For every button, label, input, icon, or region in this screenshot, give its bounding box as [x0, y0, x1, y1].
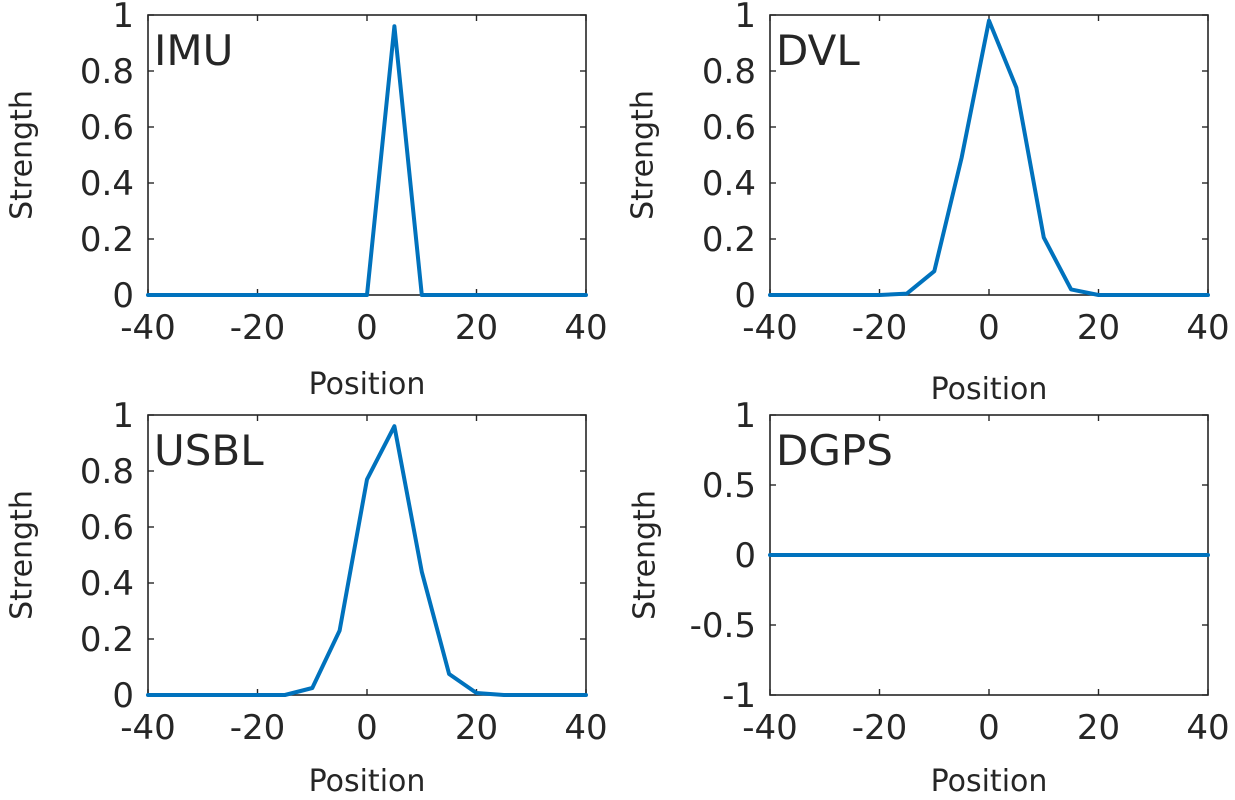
y-tick-label: -0.5	[690, 606, 756, 646]
panel-label: USBL	[154, 426, 264, 475]
chart-panel-imu: -40 -20 0 20 40 0 0.2 0.4 0.6 0.8 1 Position Strengt…	[5, 0, 608, 402]
y-tick-label: 1	[734, 396, 756, 436]
x-tick-label: -40	[742, 308, 798, 348]
series-line-imu	[146, 24, 588, 297]
panel-label: DVL	[776, 26, 860, 75]
x-tick-label: -40	[120, 708, 176, 748]
panel-label: IMU	[154, 26, 233, 75]
y-tick-label: 0	[112, 276, 134, 316]
y-tick-label: 0.4	[80, 164, 134, 204]
y-tick-label: 0.6	[80, 108, 134, 148]
y-tick-label: 1	[112, 396, 134, 436]
x-tick-label: 20	[1077, 708, 1120, 748]
y-tick-label: 0.2	[80, 220, 134, 260]
x-tick-label: -40	[742, 708, 798, 748]
y-tick-label: 0.6	[702, 108, 756, 148]
x-axis-label: Position	[931, 372, 1048, 407]
x-axis-label: Position	[309, 367, 426, 402]
y-tick-label: 0	[734, 276, 756, 316]
y-tick-label: 0.6	[80, 508, 134, 548]
y-tick-label: 1	[112, 0, 134, 36]
x-tick-label: 20	[1077, 308, 1120, 348]
y-tick-label: -1	[722, 676, 756, 716]
x-tick-label: -40	[120, 308, 176, 348]
x-axis-label: Position	[931, 764, 1048, 799]
y-tick-label: 0.8	[80, 452, 134, 492]
y-axis-label: Strength	[5, 90, 40, 220]
x-tick-label: 20	[455, 708, 498, 748]
x-tick-label: 40	[564, 708, 607, 748]
x-tick-label: -20	[852, 708, 908, 748]
x-tick-label: 40	[1186, 708, 1229, 748]
y-tick-label: 0.2	[80, 620, 134, 660]
y-axis-label: Strength	[5, 490, 40, 620]
chart-panel-dgps: -40 -20 0 20 40 -1 -0.5 0 0.5 1 Position Strength DG…	[628, 396, 1230, 799]
y-tick-label: 0.4	[702, 164, 756, 204]
x-tick-label: 0	[978, 708, 1000, 748]
x-tick-label: 40	[1186, 308, 1229, 348]
x-tick-label: 0	[978, 308, 1000, 348]
panel-label: DGPS	[776, 426, 893, 475]
y-tick-label: 0	[112, 676, 134, 716]
x-tick-label: 0	[356, 708, 378, 748]
y-tick-label: 1	[734, 0, 756, 36]
y-tick-label: 0.8	[702, 52, 756, 92]
x-tick-label: -20	[230, 708, 286, 748]
chart-panel-dvl: -40 -20 0 20 40 0 0.2 0.4 0.6 0.8 1 Position Strengt…	[626, 0, 1230, 407]
x-tick-label: 0	[356, 308, 378, 348]
x-tick-label: 20	[455, 308, 498, 348]
y-tick-label: 0.4	[80, 564, 134, 604]
x-tick-label: -20	[230, 308, 286, 348]
y-tick-label: 0.2	[702, 220, 756, 260]
y-tick-label: 0	[734, 536, 756, 576]
series-line-dvl	[768, 18, 1210, 297]
x-tick-label: 40	[564, 308, 607, 348]
series-line-usbl	[146, 424, 588, 697]
y-tick-label: 0.5	[702, 466, 756, 506]
y-axis-label: Strength	[626, 90, 661, 220]
x-axis-label: Position	[309, 764, 426, 799]
y-tick-label: 0.8	[80, 52, 134, 92]
x-tick-label: -20	[852, 308, 908, 348]
chart-panel-usbl: -40 -20 0 20 40 0 0.2 0.4 0.6 0.8 1 Position Strengt…	[5, 396, 608, 799]
y-axis-label: Strength	[628, 490, 663, 620]
